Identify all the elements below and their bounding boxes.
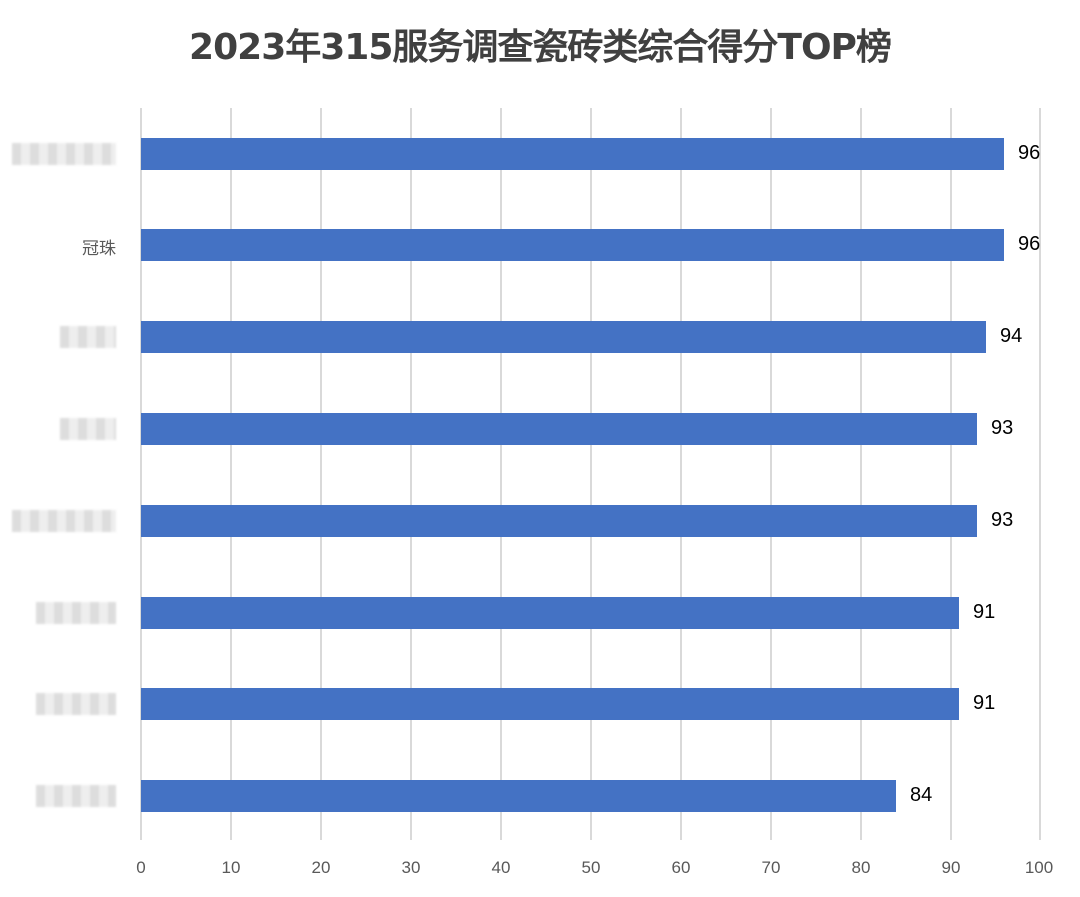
category-label-blurred: [36, 693, 116, 715]
gridline: [140, 108, 142, 840]
plot-area: 96 96 94 93 93 91 91 84: [140, 108, 1041, 840]
category-label-blurred: [60, 418, 116, 440]
bar-0: [141, 138, 1004, 170]
x-tick: 0: [136, 858, 146, 877]
gridline: [680, 108, 682, 840]
category-label-blurred: [12, 143, 116, 165]
x-tick: 90: [941, 858, 961, 877]
x-tick: 60: [671, 858, 691, 877]
bar-5: [141, 597, 959, 629]
x-tick: 100: [1024, 858, 1054, 877]
gridline: [320, 108, 322, 840]
x-tick: 20: [311, 858, 331, 877]
x-tick: 50: [581, 858, 601, 877]
value-label: 93: [991, 509, 1014, 531]
x-tick: 10: [221, 858, 241, 877]
category-label-blurred: [60, 326, 116, 348]
value-label: 96: [1018, 142, 1041, 164]
value-label: 96: [1018, 233, 1041, 255]
gridline: [230, 108, 232, 840]
gridline: [410, 108, 412, 840]
gridline: [770, 108, 772, 840]
value-label: 84: [910, 784, 933, 806]
gridline: [590, 108, 592, 840]
gridline: [1039, 108, 1041, 840]
bar-2: [141, 321, 986, 353]
bar-6: [141, 688, 959, 720]
chart-title: 2023年315服务调查瓷砖类综合得分TOP榜: [189, 27, 892, 68]
gridline: [950, 108, 952, 840]
category-label-blurred: [36, 785, 116, 807]
bar-7: [141, 780, 896, 812]
value-label: 91: [973, 692, 996, 714]
value-label: 93: [991, 417, 1014, 439]
category-label-blurred: [36, 602, 116, 624]
bar-3: [141, 413, 977, 445]
x-tick: 40: [491, 858, 511, 877]
value-label: 91: [973, 601, 996, 623]
bar-4: [141, 505, 977, 537]
bar-1: [141, 229, 1004, 261]
x-tick: 30: [401, 858, 421, 877]
gridline: [860, 108, 862, 840]
value-label: 94: [1000, 325, 1023, 347]
category-label-blurred: [12, 510, 116, 532]
x-tick: 80: [851, 858, 871, 877]
category-label: 冠珠: [82, 239, 116, 259]
x-tick: 70: [761, 858, 781, 877]
gridline: [500, 108, 502, 840]
